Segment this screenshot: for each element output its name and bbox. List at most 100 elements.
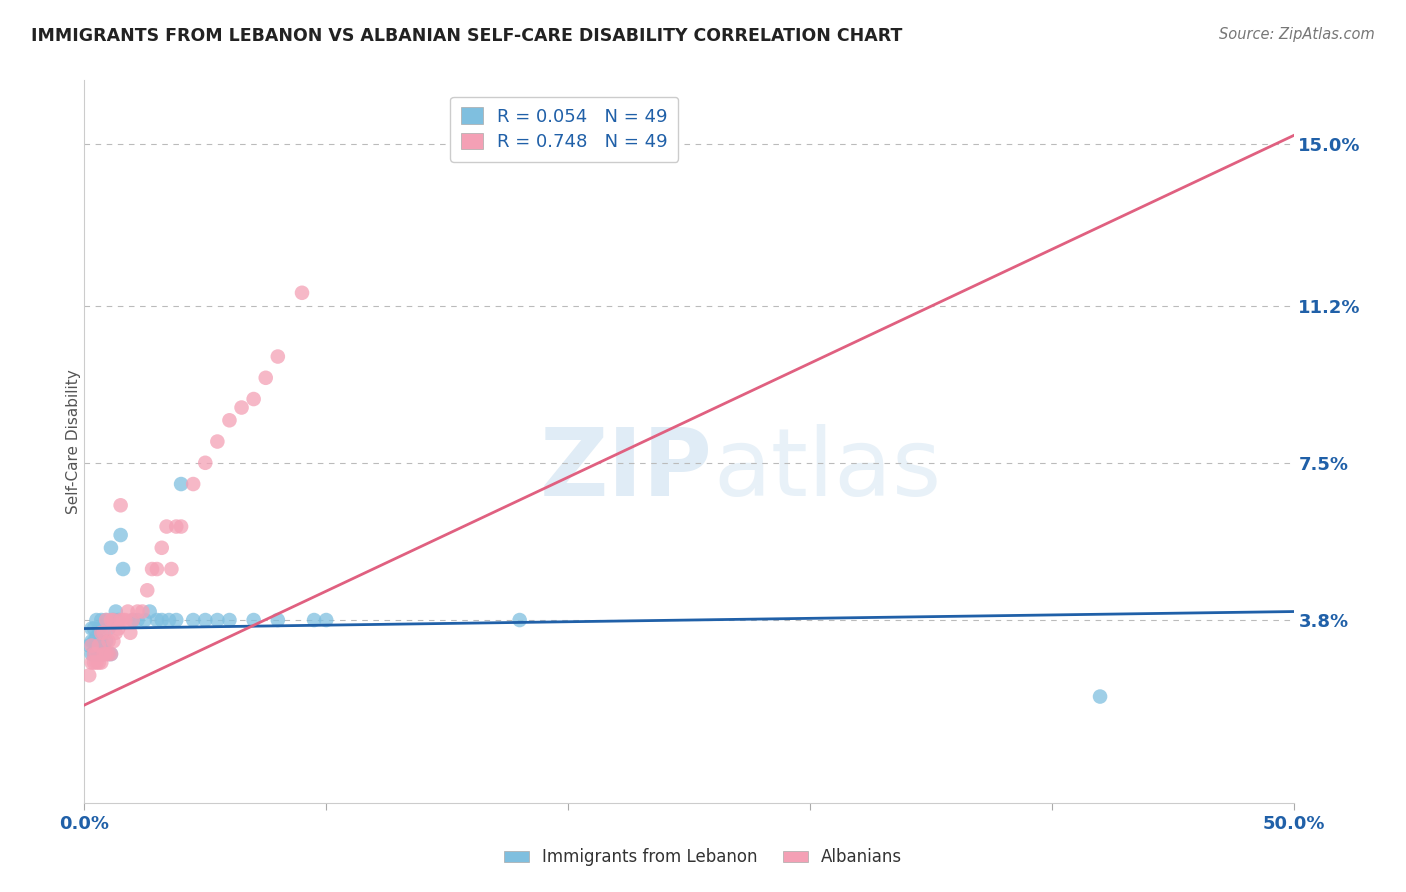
Point bbox=[194, 613, 217, 627]
Point bbox=[104, 605, 127, 619]
Point bbox=[134, 613, 156, 627]
Point bbox=[267, 613, 290, 627]
Point bbox=[80, 647, 103, 661]
Point bbox=[155, 519, 177, 533]
Point bbox=[94, 634, 117, 648]
Point bbox=[94, 613, 117, 627]
Point bbox=[207, 613, 229, 627]
Point bbox=[138, 605, 160, 619]
Point bbox=[114, 613, 136, 627]
Text: ZIP: ZIP bbox=[540, 425, 713, 516]
Point bbox=[83, 647, 105, 661]
Point bbox=[97, 647, 120, 661]
Point bbox=[90, 634, 112, 648]
Point bbox=[117, 605, 139, 619]
Point bbox=[150, 541, 173, 555]
Point bbox=[181, 477, 204, 491]
Point bbox=[131, 605, 153, 619]
Point bbox=[87, 639, 110, 653]
Point bbox=[120, 625, 142, 640]
Point bbox=[110, 528, 132, 542]
Point bbox=[157, 613, 180, 627]
Point bbox=[77, 668, 100, 682]
Point bbox=[97, 634, 120, 648]
Point bbox=[146, 562, 169, 576]
Point bbox=[112, 613, 135, 627]
Point bbox=[86, 647, 108, 661]
Point bbox=[104, 625, 127, 640]
Point bbox=[242, 392, 264, 406]
Point bbox=[86, 647, 108, 661]
Point bbox=[83, 647, 105, 661]
Point bbox=[170, 477, 193, 491]
Point bbox=[150, 613, 173, 627]
Point bbox=[165, 519, 187, 533]
Point bbox=[100, 647, 122, 661]
Point bbox=[194, 456, 217, 470]
Point bbox=[83, 656, 105, 670]
Point bbox=[181, 613, 204, 627]
Point bbox=[160, 562, 183, 576]
Point bbox=[141, 562, 163, 576]
Point bbox=[207, 434, 229, 449]
Text: Source: ZipAtlas.com: Source: ZipAtlas.com bbox=[1219, 27, 1375, 42]
Point bbox=[90, 625, 112, 640]
Text: atlas: atlas bbox=[713, 425, 942, 516]
Point bbox=[93, 639, 115, 653]
Point bbox=[80, 634, 103, 648]
Point bbox=[87, 656, 110, 670]
Point bbox=[80, 622, 103, 636]
Point bbox=[112, 562, 135, 576]
Point bbox=[121, 613, 143, 627]
Point bbox=[83, 622, 105, 636]
Legend: Immigrants from Lebanon, Albanians: Immigrants from Lebanon, Albanians bbox=[498, 842, 908, 873]
Point bbox=[100, 613, 122, 627]
Point bbox=[291, 285, 314, 300]
Point bbox=[218, 613, 240, 627]
Point bbox=[267, 350, 290, 364]
Point bbox=[97, 647, 120, 661]
Point bbox=[90, 647, 112, 661]
Point bbox=[87, 647, 110, 661]
Point bbox=[103, 634, 125, 648]
Point bbox=[86, 630, 108, 644]
Point bbox=[87, 634, 110, 648]
Point bbox=[165, 613, 187, 627]
Point bbox=[86, 639, 108, 653]
Point bbox=[136, 583, 159, 598]
Point bbox=[107, 613, 129, 627]
Point bbox=[100, 541, 122, 555]
Point bbox=[87, 622, 110, 636]
Point bbox=[127, 613, 149, 627]
Point bbox=[170, 519, 193, 533]
Point bbox=[83, 634, 105, 648]
Y-axis label: Self-Care Disability: Self-Care Disability bbox=[66, 369, 80, 514]
Point bbox=[121, 613, 143, 627]
Point bbox=[1088, 690, 1111, 704]
Point bbox=[86, 656, 108, 670]
Point bbox=[80, 639, 103, 653]
Point bbox=[302, 613, 325, 627]
Point bbox=[93, 625, 115, 640]
Point bbox=[80, 656, 103, 670]
Point bbox=[77, 639, 100, 653]
Point bbox=[86, 613, 108, 627]
Point bbox=[90, 613, 112, 627]
Point bbox=[94, 613, 117, 627]
Point bbox=[254, 371, 277, 385]
Point bbox=[146, 613, 169, 627]
Text: IMMIGRANTS FROM LEBANON VS ALBANIAN SELF-CARE DISABILITY CORRELATION CHART: IMMIGRANTS FROM LEBANON VS ALBANIAN SELF… bbox=[31, 27, 903, 45]
Point bbox=[107, 622, 129, 636]
Point bbox=[218, 413, 240, 427]
Point bbox=[231, 401, 253, 415]
Point bbox=[110, 613, 132, 627]
Point bbox=[127, 605, 149, 619]
Legend: R = 0.054   N = 49, R = 0.748   N = 49: R = 0.054 N = 49, R = 0.748 N = 49 bbox=[450, 96, 679, 162]
Point bbox=[103, 613, 125, 627]
Point bbox=[94, 647, 117, 661]
Point bbox=[242, 613, 264, 627]
Point bbox=[93, 647, 115, 661]
Point bbox=[93, 647, 115, 661]
Point bbox=[315, 613, 337, 627]
Point bbox=[103, 613, 125, 627]
